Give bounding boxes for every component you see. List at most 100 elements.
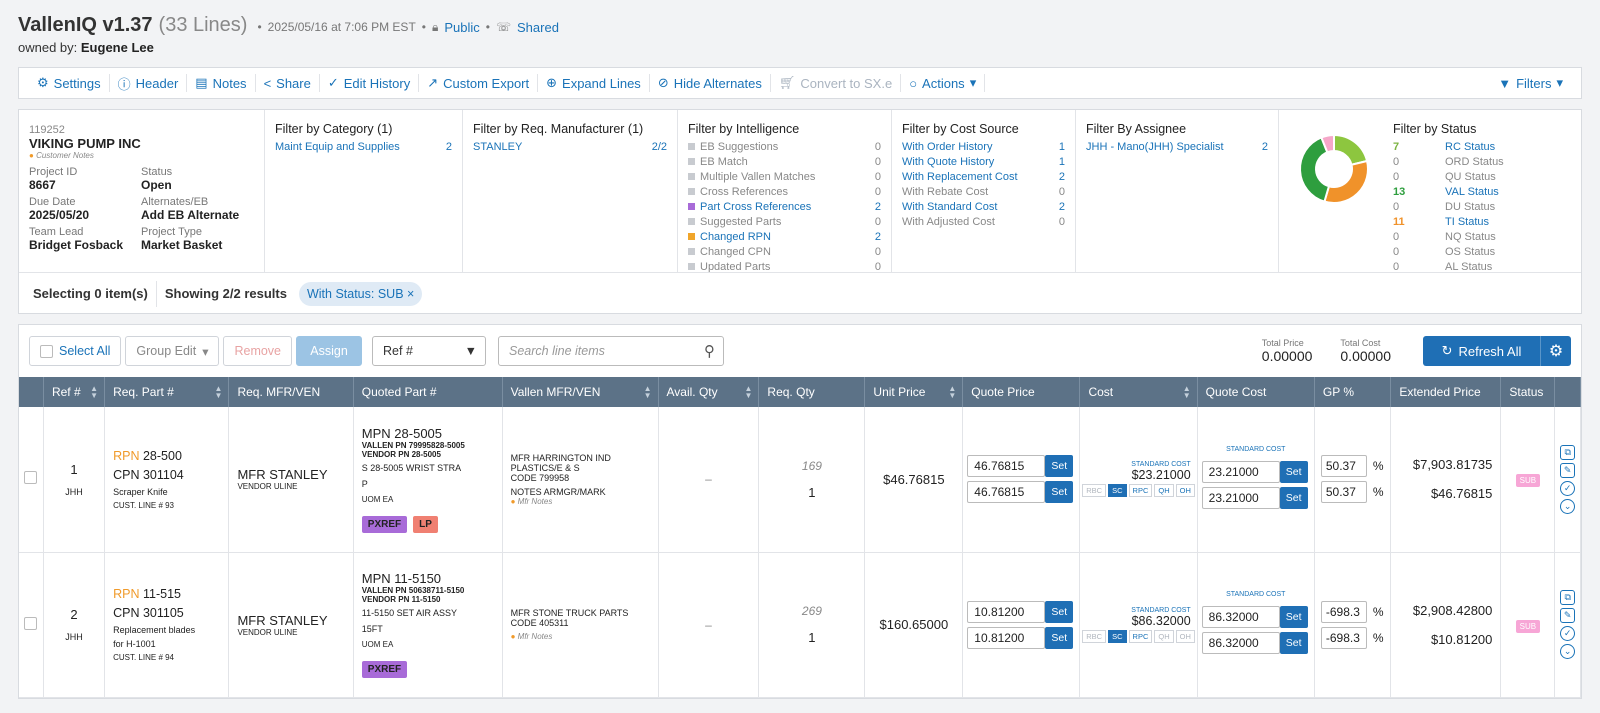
search-icon[interactable]: ⚲ xyxy=(704,343,716,360)
table-row[interactable]: 1 JHH RPN 28-500 CPN 301104 Scraper Knife… xyxy=(19,407,1581,553)
close-icon[interactable]: × xyxy=(407,286,415,301)
filters-menu[interactable]: ▼ Filters ▾ xyxy=(1498,75,1563,91)
header-button[interactable]: ⓘ Header xyxy=(110,74,188,92)
row-checkbox[interactable] xyxy=(24,616,37,630)
status-filter-item[interactable]: 0 AL Status xyxy=(1393,261,1493,272)
col-quoted-part[interactable]: Quoted Part # xyxy=(353,377,503,407)
set-button[interactable]: Set xyxy=(1045,600,1074,623)
cost-source-chip[interactable]: RBC xyxy=(1082,484,1107,498)
quote-price-input[interactable]: 10.81200 xyxy=(967,600,1046,623)
table-row[interactable]: 2 JHH RPN 11-515 CPN 301105 Replacement b… xyxy=(19,552,1581,698)
quote-price-input[interactable]: 46.76815 xyxy=(967,481,1046,504)
donut-slice-ti[interactable] xyxy=(1323,159,1369,204)
gp-input[interactable]: 50.37 xyxy=(1320,455,1367,478)
search-input[interactable]: Search line items ⚲ xyxy=(498,336,725,366)
notes-button[interactable]: ▤ Notes xyxy=(187,74,256,92)
filter-item[interactable]: JHH - Mano(JHH) Specialist 2 xyxy=(1086,141,1268,153)
set-button[interactable]: Set xyxy=(1045,481,1074,504)
col-unit-price[interactable]: Unit Price ▲ ▼ xyxy=(864,377,964,407)
cost-source-chip[interactable]: OH xyxy=(1175,629,1195,643)
share-button[interactable]: < Share xyxy=(256,74,320,92)
status-filter-item[interactable]: 0 QU Status xyxy=(1393,171,1496,183)
gp-input[interactable]: 50.37 xyxy=(1320,481,1367,504)
filter-item[interactable]: Maint Equip and Supplies 2 xyxy=(275,141,452,153)
filter-item[interactable]: Cross References 0 xyxy=(688,185,881,200)
filter-item[interactable]: Multiple Vallen Matches 0 xyxy=(688,170,881,185)
cost-source-chip[interactable]: RBC xyxy=(1082,629,1107,643)
set-button[interactable]: Set xyxy=(1279,460,1308,483)
status-filter-item[interactable]: 0 NQ Status xyxy=(1393,231,1496,243)
col-ref[interactable]: Ref # ▲ ▼ xyxy=(43,377,106,407)
custom-export-button[interactable]: ↗ Custom Export xyxy=(419,74,539,92)
col-status[interactable]: Status xyxy=(1500,377,1556,407)
refresh-all-button[interactable]: ↻ Refresh All ⚙ xyxy=(1423,336,1571,366)
copy-icon[interactable]: ⧉ xyxy=(1560,444,1576,460)
edit-icon[interactable]: ✎ xyxy=(1560,608,1576,623)
history-icon[interactable]: ✓ xyxy=(1560,480,1576,496)
set-button[interactable]: Set xyxy=(1045,626,1074,649)
filter-item[interactable]: With Adjusted Cost 0 xyxy=(902,216,1065,228)
status-filter-item[interactable]: 0 OS Status xyxy=(1393,246,1496,258)
filter-item[interactable]: Changed CPN 0 xyxy=(688,245,881,260)
col-extended-price[interactable]: Extended Price xyxy=(1390,377,1502,407)
filter-item[interactable]: Suggested Parts 0 xyxy=(688,215,881,230)
cost-source-chip[interactable]: RPC xyxy=(1128,484,1153,498)
cost-source-chip[interactable]: OH xyxy=(1175,484,1195,498)
set-button[interactable]: Set xyxy=(1279,486,1308,509)
convert-sxe-button[interactable]: 🛒︎ Convert to SX.e xyxy=(771,74,902,92)
filter-item[interactable]: Part Cross References 2 xyxy=(688,200,881,215)
status-filter-item[interactable]: 7 RC Status xyxy=(1393,141,1496,153)
remove-button[interactable]: Remove xyxy=(223,336,293,366)
quote-cost-input[interactable]: 86.32000 xyxy=(1201,606,1280,628)
quote-price-input[interactable]: 46.76815 xyxy=(967,455,1046,478)
quote-cost-input[interactable]: 23.21000 xyxy=(1201,486,1280,509)
cost-source-chip[interactable]: QH xyxy=(1154,629,1174,643)
ref-select[interactable]: Ref # ▼ xyxy=(372,336,487,366)
filter-item[interactable]: EB Match 0 xyxy=(688,155,881,170)
status-filter-item[interactable]: 11 TI Status xyxy=(1393,216,1490,228)
col-avail-qty[interactable]: Avail. Qty ▲ ▼ xyxy=(658,377,760,407)
gp-input[interactable]: -698.3 xyxy=(1320,600,1367,623)
cost-source-chip[interactable]: RPC xyxy=(1128,629,1153,643)
row-checkbox[interactable] xyxy=(24,471,37,485)
quote-price-input[interactable]: 10.81200 xyxy=(967,626,1046,649)
cost-source-chip[interactable]: SC xyxy=(1108,629,1127,643)
filter-item[interactable]: EB Suggestions 0 xyxy=(688,140,881,155)
edit-icon[interactable]: ✎ xyxy=(1560,462,1576,478)
donut-slice-rc[interactable] xyxy=(1333,133,1369,166)
filter-item[interactable]: Updated Parts 0 xyxy=(688,260,881,272)
col-quote-cost[interactable]: Quote Cost xyxy=(1197,377,1315,407)
edit-history-button[interactable]: ✓ Edit History xyxy=(320,74,420,92)
col-quote-price[interactable]: Quote Price xyxy=(962,377,1081,407)
quote-cost-input[interactable]: 23.21000 xyxy=(1201,460,1280,483)
expand-lines-button[interactable]: ⊕ Expand Lines xyxy=(538,74,650,92)
col-req-mfr[interactable]: Req. MFR/VEN xyxy=(228,377,354,407)
actions-menu[interactable]: ○ Actions ▾ xyxy=(901,74,986,92)
cost-source-chip[interactable]: QH xyxy=(1154,484,1174,498)
group-edit-button[interactable]: Group Edit ▾ xyxy=(125,336,220,366)
grid-settings-gear-icon[interactable]: ⚙ xyxy=(1541,336,1571,366)
customer-notes-link[interactable]: ● Customer Notes xyxy=(29,151,94,160)
expand-icon[interactable]: ⌄ xyxy=(1560,644,1576,659)
quote-cost-input[interactable]: 86.32000 xyxy=(1201,632,1280,654)
public-link[interactable]: Public xyxy=(444,19,480,35)
status-filter-chip[interactable]: With Status: SUB × xyxy=(298,281,423,306)
filter-item[interactable]: With Replacement Cost 2 xyxy=(902,171,1065,183)
set-button[interactable]: Set xyxy=(1279,632,1308,654)
status-filter-item[interactable]: 0 DU Status xyxy=(1393,201,1496,213)
filter-item[interactable]: With Order History 1 xyxy=(902,141,1065,153)
history-icon[interactable]: ✓ xyxy=(1560,626,1576,641)
filter-item[interactable]: With Standard Cost 2 xyxy=(902,201,1065,213)
select-all-button[interactable]: Select All xyxy=(29,336,122,366)
donut-slice-val[interactable] xyxy=(1299,136,1331,203)
filter-item[interactable]: With Quote History 1 xyxy=(902,156,1065,168)
copy-icon[interactable]: ⧉ xyxy=(1560,590,1576,605)
col-cost[interactable]: Cost ▲ ▼ xyxy=(1079,377,1198,407)
col-vallen-mfr[interactable]: Vallen MFR/VEN ▲ ▼ xyxy=(502,377,659,407)
cost-source-chip[interactable]: SC xyxy=(1108,484,1127,498)
assign-button[interactable]: Assign xyxy=(296,336,363,366)
gp-input[interactable]: -698.3 xyxy=(1320,626,1367,649)
shared-link[interactable]: Shared xyxy=(517,19,559,35)
filter-item[interactable]: With Rebate Cost 0 xyxy=(902,186,1065,198)
expand-icon[interactable]: ⌄ xyxy=(1560,498,1576,514)
